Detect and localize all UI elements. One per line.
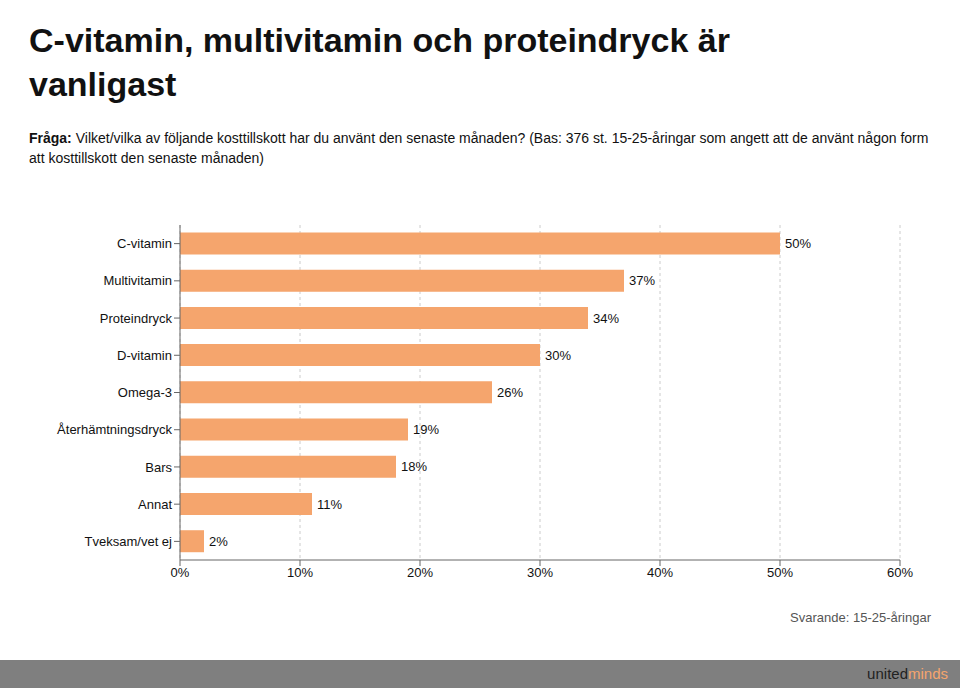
- svg-text:Annat: Annat: [138, 497, 172, 512]
- html-text:Svarande: 15-25-åringar: Svarande: 15-25-åringar: [790, 610, 931, 625]
- svg-text:Återhämtningsdryck: Återhämtningsdryck: [57, 422, 172, 437]
- svg-text:Multivitamin: Multivitamin: [103, 273, 172, 288]
- svg-text:19%: 19%: [413, 422, 439, 437]
- html-text:C-vitamin, multivitamin och pr: C-vitamin, multivitamin och proteindryck…: [29, 21, 730, 59]
- svg-text:Omega-3: Omega-3: [118, 385, 172, 400]
- svg-text:50%: 50%: [785, 236, 811, 251]
- svg-text:60%: 60%: [887, 565, 913, 580]
- svg-text:30%: 30%: [545, 348, 571, 363]
- html-text:Fråga: Vilket/vilka av följand: Fråga: Vilket/vilka av följande kosttill…: [29, 130, 933, 166]
- html-text:united minds: united minds: [867, 665, 948, 682]
- html-text:vanligast: vanligast: [29, 65, 177, 103]
- svg-text:34%: 34%: [593, 311, 619, 326]
- svg-text:37%: 37%: [629, 273, 655, 288]
- svg-text:18%: 18%: [401, 459, 427, 474]
- svg-text:50%: 50%: [767, 565, 793, 580]
- svg-text:10%: 10%: [287, 565, 313, 580]
- svg-text:11%: 11%: [317, 497, 342, 512]
- svg-text:Bars: Bars: [145, 460, 172, 475]
- svg-text:Proteindryck: Proteindryck: [100, 311, 173, 326]
- svg-text:20%: 20%: [407, 565, 433, 580]
- svg-text:30%: 30%: [527, 565, 553, 580]
- svg-text:2%: 2%: [209, 534, 228, 549]
- svg-text:C-vitamin: C-vitamin: [117, 236, 172, 251]
- svg-text:Tveksam/vet ej: Tveksam/vet ej: [85, 534, 173, 549]
- svg-text:0%: 0%: [171, 565, 190, 580]
- svg-text:26%: 26%: [497, 385, 523, 400]
- svg-text:D-vitamin: D-vitamin: [117, 348, 172, 363]
- svg-text:40%: 40%: [647, 565, 673, 580]
